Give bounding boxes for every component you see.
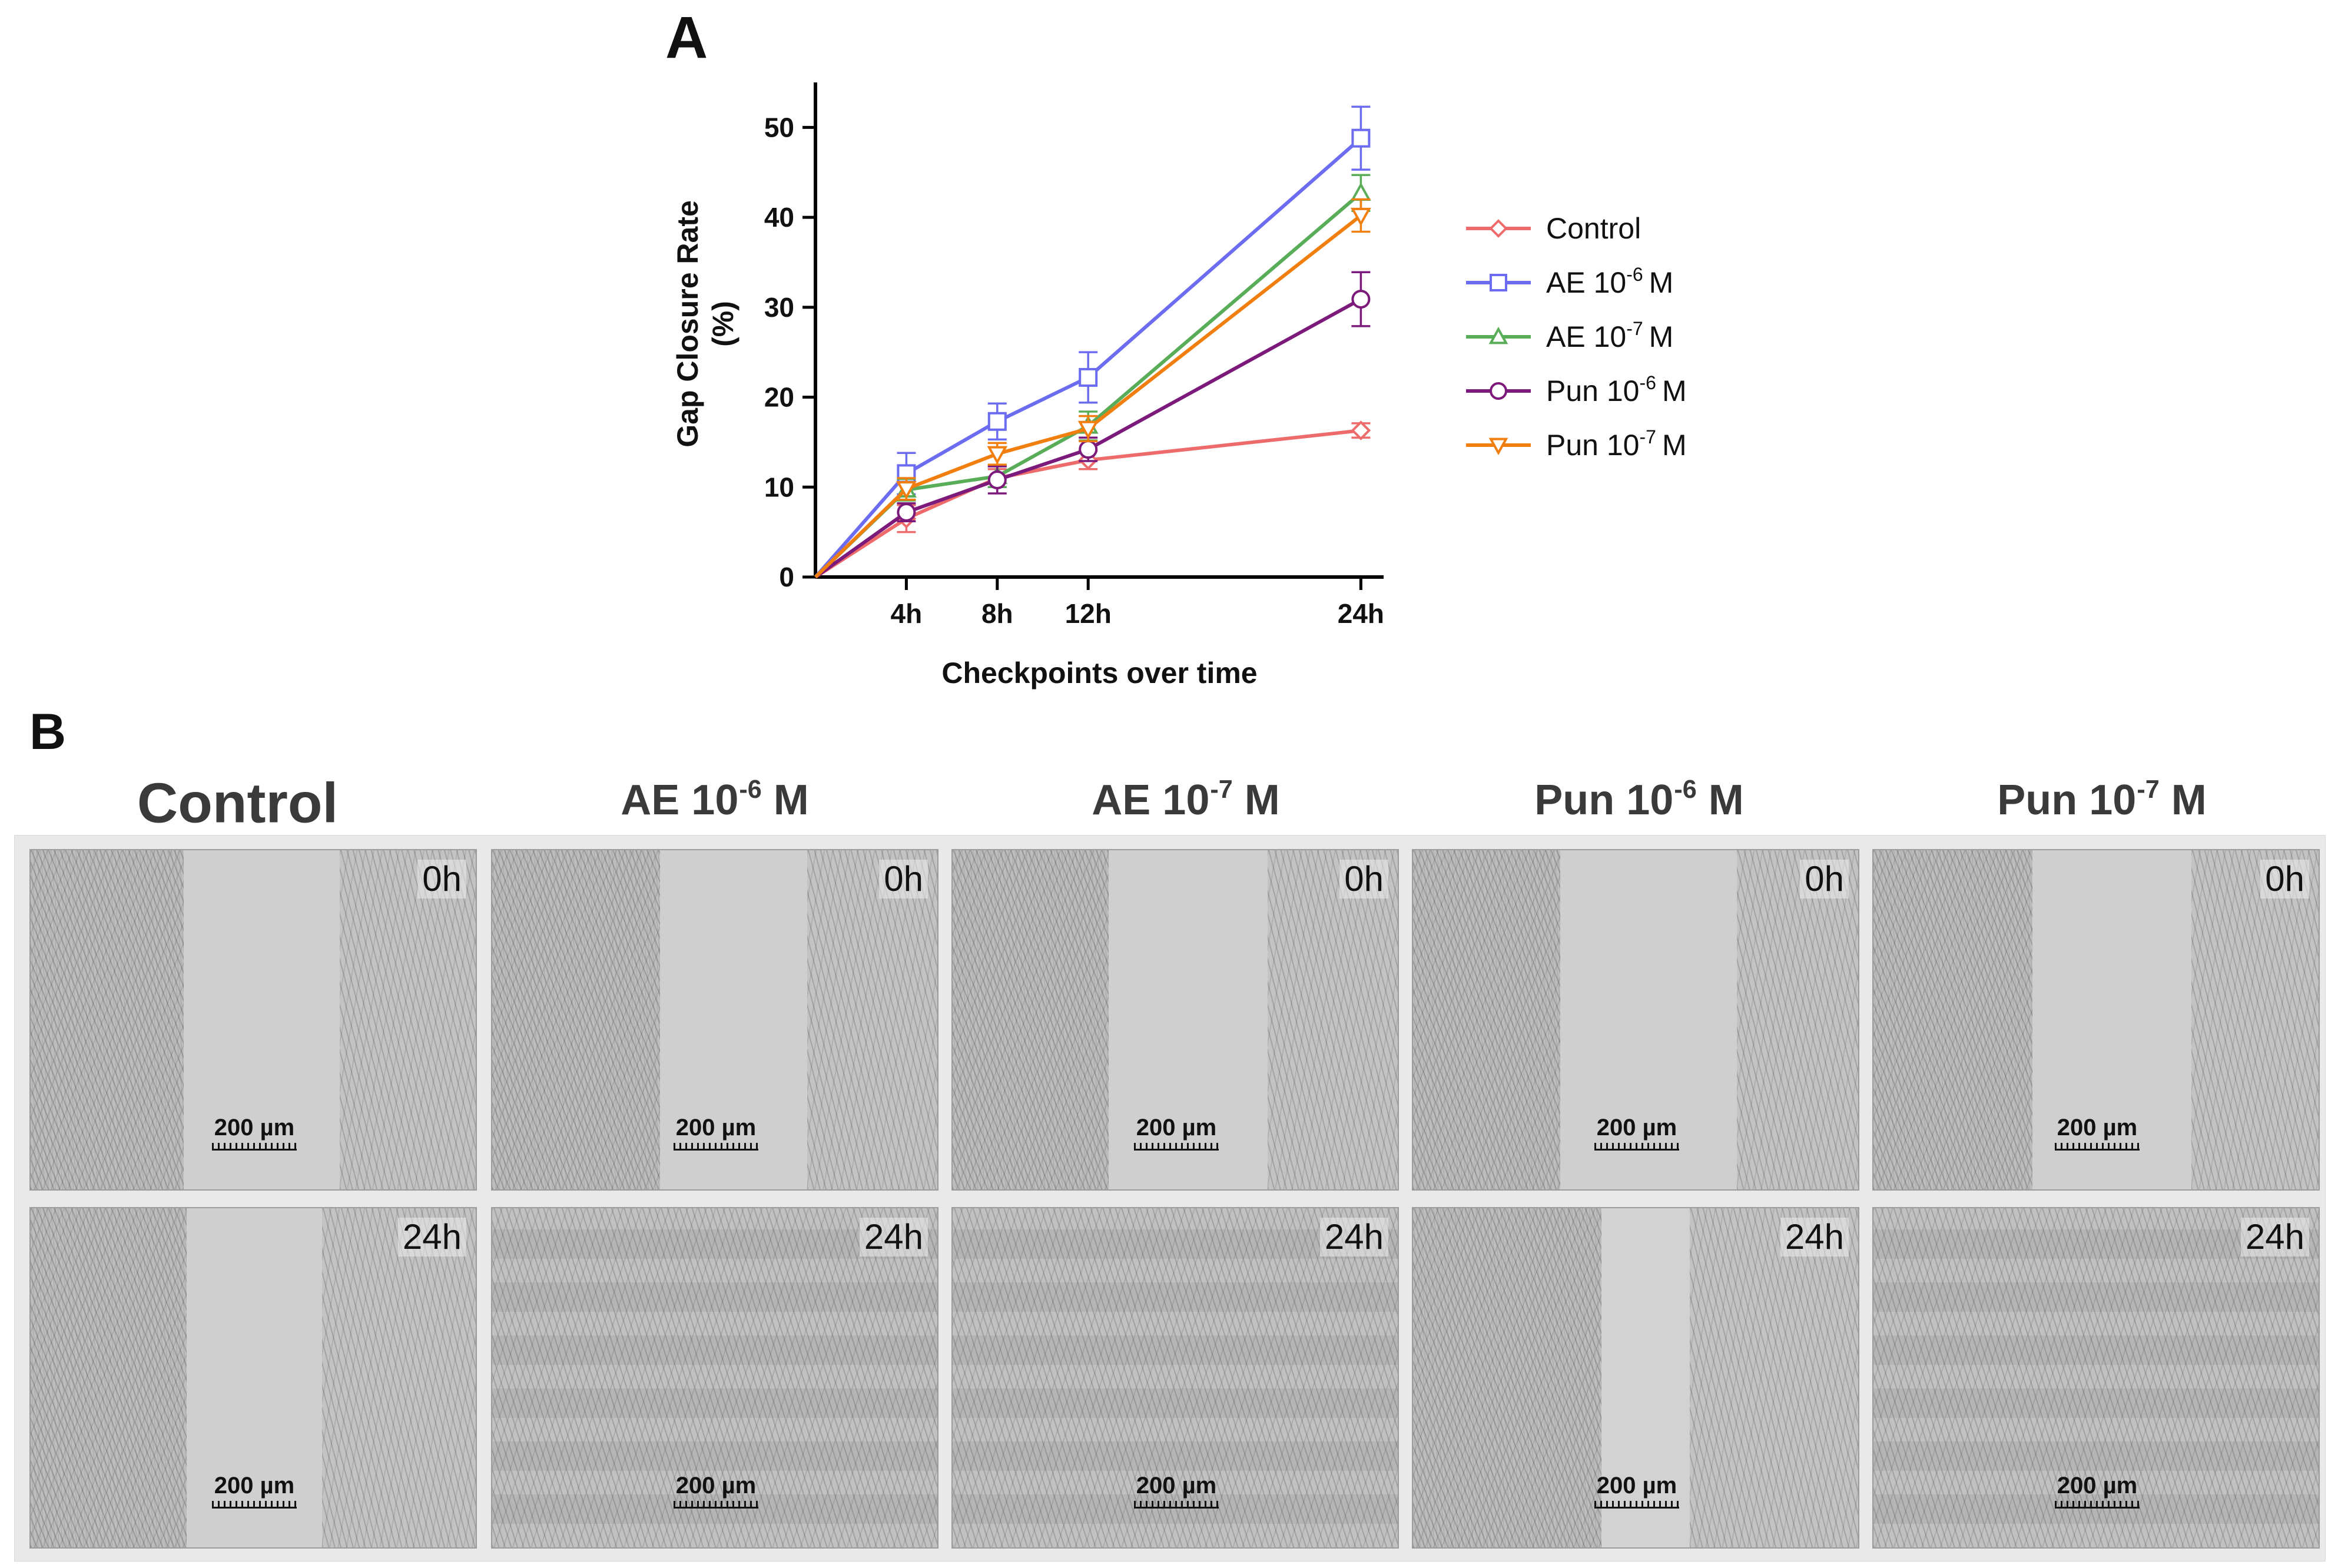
time-label: 24h: [1319, 1218, 1388, 1257]
col-header-ae-6: AE 10-6 M: [621, 775, 809, 824]
time-label: 24h: [859, 1218, 928, 1257]
scale-label: 200 µm: [1136, 1473, 1217, 1499]
scale-label: 200 µm: [1136, 1115, 1217, 1141]
point-ae-10-6-m: [1079, 367, 1098, 387]
y-tick-label: 20: [764, 382, 794, 413]
scale-label: 200 µm: [2057, 1473, 2138, 1499]
micro-pun7-24h: 24h 200 µm: [1872, 1207, 2320, 1549]
micro-ae7-0h: 0h 200 µm: [951, 849, 1399, 1191]
y-tick-label: 50: [764, 112, 794, 142]
x-tick-label: 8h: [981, 598, 1013, 629]
point-pun-10-7-m: [1077, 420, 1099, 440]
micro-control-0h: 0h 200 µm: [29, 849, 477, 1191]
scale-bar: [1594, 1501, 1679, 1509]
legend-label-pun-10-6-m: Pun 10-6 M: [1546, 372, 1687, 407]
x-tick-label: 4h: [891, 598, 923, 629]
scale-label: 200 µm: [1596, 1473, 1677, 1499]
point-ae-10-6-m: [987, 412, 1007, 431]
point-pun-10-7-m: [987, 446, 1008, 465]
scale-bar: [1134, 1501, 1219, 1509]
point-ae-10-6-m: [1351, 128, 1371, 148]
micro-pun6-24h: 24h 200 µm: [1412, 1207, 1859, 1549]
scale-bar: [212, 1143, 297, 1151]
point-ae-10-7-m: [1351, 182, 1371, 201]
y-tick-label: 0: [779, 562, 794, 592]
scale-label: 200 µm: [214, 1473, 295, 1499]
legend-label-ae-10-7-m: AE 10-7 M: [1546, 318, 1673, 353]
x-axis-label: Checkpoints over time: [941, 657, 1257, 689]
panel-a-label: A: [665, 5, 708, 71]
y-tick-label: 10: [764, 472, 794, 502]
micro-control-24h: 24h 200 µm: [29, 1207, 477, 1549]
scale-bar: [2055, 1143, 2140, 1151]
point-pun-10-6-m: [1351, 290, 1371, 309]
scale-label: 200 µm: [675, 1473, 757, 1499]
time-label: 0h: [417, 860, 466, 899]
time-label: 24h: [1780, 1218, 1849, 1257]
scale-label: 200 µm: [2057, 1115, 2138, 1141]
col-header-pun-7: Pun 10-7 M: [1997, 775, 2207, 824]
legend-marker-pun-10-6-m: [1490, 382, 1507, 400]
time-label: 0h: [879, 860, 928, 899]
y-axis-label-unit: (%): [707, 301, 739, 347]
point-pun-10-7-m: [1351, 207, 1371, 227]
x-tick-label: 24h: [1338, 598, 1384, 629]
col-header-ae-7: AE 10-7 M: [1092, 775, 1280, 824]
legend-marker-ae-10-6-m: [1490, 274, 1507, 291]
time-label: 0h: [2260, 860, 2309, 899]
y-tick-label: 30: [764, 292, 794, 323]
scale-bar: [2055, 1501, 2140, 1509]
point-pun-10-6-m: [897, 503, 916, 522]
scale-bar: [674, 1143, 758, 1151]
legend-marker-control: [1489, 219, 1508, 238]
micro-pun6-0h: 0h 200 µm: [1412, 849, 1859, 1191]
point-control: [1351, 420, 1371, 440]
legend-label-ae-10-6-m: AE 10-6 M: [1546, 264, 1673, 299]
chart-svg: 0 10 20 30 40 50 4h 8h 12h 24h Checkpoints over ti…: [671, 82, 1687, 689]
scale-label: 200 µm: [675, 1115, 757, 1141]
x-tick-label: 12h: [1065, 598, 1112, 629]
gap-closure-chart: 0 10 20 30 40 50 4h 8h 12h 24h Checkpoints over ti…: [0, 0, 2338, 724]
col-header-pun-6: Pun 10-6 M: [1534, 775, 1744, 824]
time-label: 0h: [1800, 860, 1849, 899]
scale-label: 200 µm: [214, 1115, 295, 1141]
micro-pun7-0h: 0h 200 µm: [1872, 849, 2320, 1191]
time-label: 0h: [1339, 860, 1388, 899]
scale-bar: [212, 1501, 297, 1509]
point-pun-10-7-m: [896, 481, 917, 500]
col-header-control: Control: [137, 771, 339, 835]
legend-label-pun-10-7-m: Pun 10-7 M: [1546, 426, 1687, 462]
time-label: 24h: [2240, 1218, 2309, 1257]
micro-ae6-24h: 24h 200 µm: [491, 1207, 938, 1549]
y-axis-label: Gap Closure Rate: [671, 200, 704, 447]
scale-bar: [674, 1501, 758, 1509]
y-tick-label: 40: [764, 202, 794, 233]
point-pun-10-6-m: [1079, 440, 1098, 459]
legend-label-control: Control: [1546, 212, 1641, 245]
panel-b-label: B: [29, 704, 67, 760]
scale-label: 200 µm: [1596, 1115, 1677, 1141]
scale-bar: [1134, 1143, 1219, 1151]
micro-ae7-24h: 24h 200 µm: [951, 1207, 1399, 1549]
micro-ae6-0h: 0h 200 µm: [491, 849, 938, 1191]
scale-bar: [1594, 1143, 1679, 1151]
time-label: 24h: [397, 1218, 466, 1257]
point-pun-10-6-m: [987, 470, 1007, 490]
legend-marker-pun-10-7-m: [1488, 437, 1508, 456]
legend-marker-ae-10-7-m: [1488, 326, 1508, 344]
